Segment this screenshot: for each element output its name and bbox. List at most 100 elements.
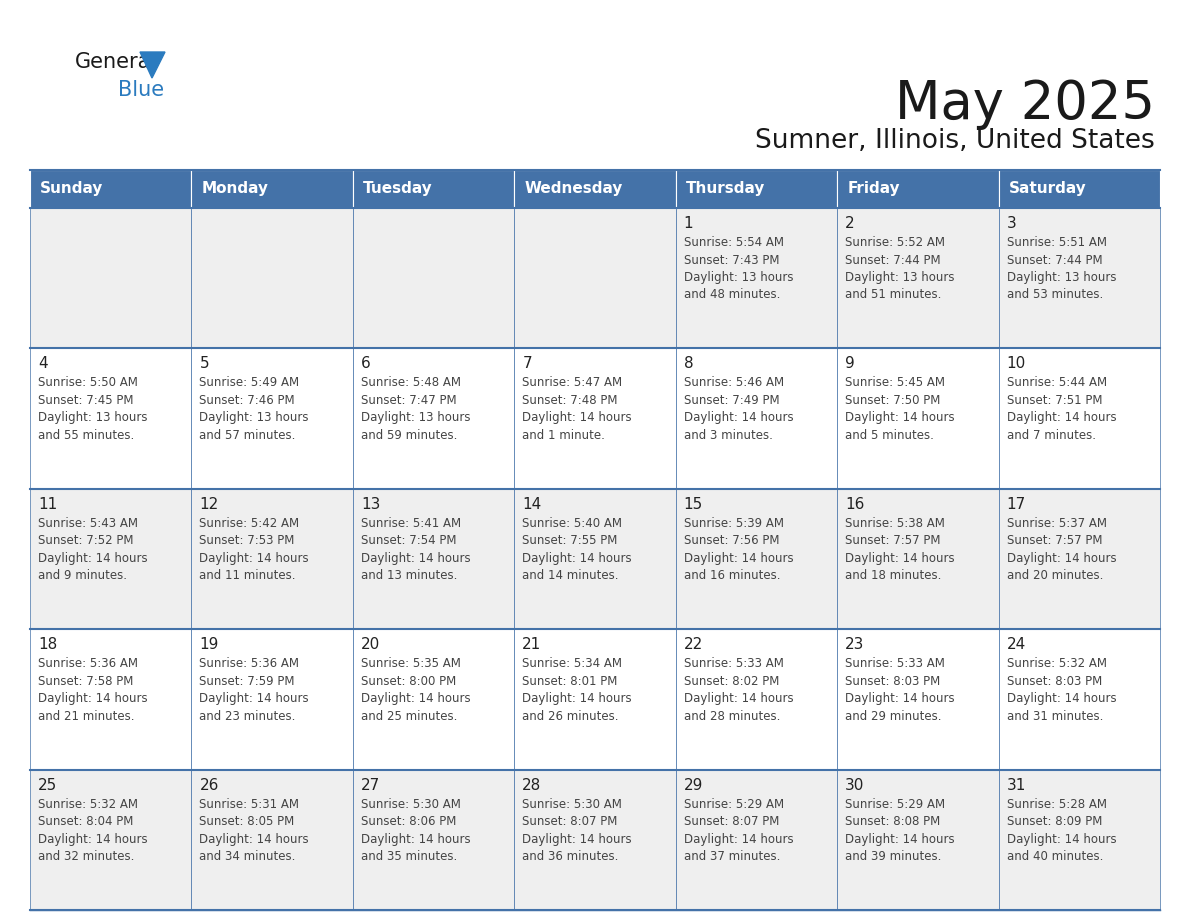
Text: Blue: Blue [118,80,164,100]
Bar [676,170,838,208]
Text: 27: 27 [361,778,380,792]
Text: 22: 22 [684,637,703,652]
Text: and 32 minutes.: and 32 minutes. [38,850,134,863]
Text: and 51 minutes.: and 51 minutes. [845,288,942,301]
Text: Sunrise: 5:47 AM: Sunrise: 5:47 AM [523,376,623,389]
Text: 4: 4 [38,356,48,372]
Text: Sunrise: 5:48 AM: Sunrise: 5:48 AM [361,376,461,389]
Text: 1: 1 [684,216,694,231]
Text: Sunrise: 5:30 AM: Sunrise: 5:30 AM [523,798,623,811]
Bar [999,488,1159,629]
Text: 9: 9 [845,356,855,372]
Bar [191,488,353,629]
Text: Sunset: 8:00 PM: Sunset: 8:00 PM [361,675,456,688]
Text: Sunset: 8:09 PM: Sunset: 8:09 PM [1006,815,1102,828]
Text: Sunrise: 5:51 AM: Sunrise: 5:51 AM [1006,236,1106,249]
Text: Sunset: 7:55 PM: Sunset: 7:55 PM [523,534,618,547]
Text: Sunset: 7:56 PM: Sunset: 7:56 PM [684,534,779,547]
Bar [676,629,838,769]
Text: Daylight: 14 hours: Daylight: 14 hours [845,552,955,565]
Text: Sunset: 8:06 PM: Sunset: 8:06 PM [361,815,456,828]
Text: Sunrise: 5:41 AM: Sunrise: 5:41 AM [361,517,461,530]
Text: 2: 2 [845,216,855,231]
Text: Sunset: 7:53 PM: Sunset: 7:53 PM [200,534,295,547]
Text: 3: 3 [1006,216,1016,231]
Text: and 40 minutes.: and 40 minutes. [1006,850,1102,863]
Bar [353,208,514,349]
Text: Daylight: 14 hours: Daylight: 14 hours [200,552,309,565]
Bar [191,208,353,349]
Text: Daylight: 13 hours: Daylight: 13 hours [684,271,794,284]
Text: Thursday: Thursday [685,182,765,196]
Text: Sunrise: 5:46 AM: Sunrise: 5:46 AM [684,376,784,389]
Text: Sunset: 8:01 PM: Sunset: 8:01 PM [523,675,618,688]
Text: 11: 11 [38,497,57,512]
Text: Sunrise: 5:32 AM: Sunrise: 5:32 AM [38,798,138,811]
Bar [191,170,353,208]
Text: Daylight: 14 hours: Daylight: 14 hours [523,552,632,565]
Bar [30,170,191,208]
Bar [838,488,999,629]
Text: Sunrise: 5:38 AM: Sunrise: 5:38 AM [845,517,944,530]
Text: Sunset: 7:57 PM: Sunset: 7:57 PM [845,534,941,547]
Text: Sunrise: 5:36 AM: Sunrise: 5:36 AM [200,657,299,670]
Text: Sunset: 7:49 PM: Sunset: 7:49 PM [684,394,779,407]
Text: Sunrise: 5:49 AM: Sunrise: 5:49 AM [200,376,299,389]
Text: Sunrise: 5:50 AM: Sunrise: 5:50 AM [38,376,138,389]
Text: Monday: Monday [202,182,268,196]
Text: Sunrise: 5:33 AM: Sunrise: 5:33 AM [845,657,944,670]
Text: 8: 8 [684,356,694,372]
Text: 24: 24 [1006,637,1025,652]
Text: Sunset: 8:08 PM: Sunset: 8:08 PM [845,815,941,828]
Bar [191,769,353,910]
Text: Sunset: 7:59 PM: Sunset: 7:59 PM [200,675,295,688]
Text: Sunrise: 5:36 AM: Sunrise: 5:36 AM [38,657,138,670]
Text: and 11 minutes.: and 11 minutes. [200,569,296,582]
Text: and 9 minutes.: and 9 minutes. [38,569,127,582]
Bar [30,488,191,629]
Bar [30,629,191,769]
Text: Daylight: 14 hours: Daylight: 14 hours [1006,411,1117,424]
Text: 10: 10 [1006,356,1025,372]
Text: Sunrise: 5:29 AM: Sunrise: 5:29 AM [684,798,784,811]
Bar [838,170,999,208]
Text: Sunset: 7:48 PM: Sunset: 7:48 PM [523,394,618,407]
Bar [30,769,191,910]
Text: 30: 30 [845,778,865,792]
Bar [353,170,514,208]
Text: Sunrise: 5:32 AM: Sunrise: 5:32 AM [1006,657,1106,670]
Text: Saturday: Saturday [1009,182,1086,196]
Text: 7: 7 [523,356,532,372]
Text: Sunrise: 5:31 AM: Sunrise: 5:31 AM [200,798,299,811]
Text: and 55 minutes.: and 55 minutes. [38,429,134,442]
Text: and 5 minutes.: and 5 minutes. [845,429,934,442]
Bar [191,629,353,769]
Bar [353,488,514,629]
Text: Daylight: 14 hours: Daylight: 14 hours [684,833,794,845]
Text: Sunset: 7:50 PM: Sunset: 7:50 PM [845,394,941,407]
Text: Sunrise: 5:54 AM: Sunrise: 5:54 AM [684,236,784,249]
Text: Daylight: 14 hours: Daylight: 14 hours [684,552,794,565]
Text: 6: 6 [361,356,371,372]
Text: Daylight: 14 hours: Daylight: 14 hours [200,833,309,845]
Text: May 2025: May 2025 [895,78,1155,130]
Text: Daylight: 14 hours: Daylight: 14 hours [845,692,955,705]
Text: Daylight: 14 hours: Daylight: 14 hours [523,411,632,424]
Text: and 57 minutes.: and 57 minutes. [200,429,296,442]
Bar [514,170,676,208]
Text: Daylight: 14 hours: Daylight: 14 hours [38,692,147,705]
Text: 19: 19 [200,637,219,652]
Text: Sunset: 7:54 PM: Sunset: 7:54 PM [361,534,456,547]
Text: and 31 minutes.: and 31 minutes. [1006,710,1102,722]
Text: Daylight: 14 hours: Daylight: 14 hours [523,692,632,705]
Text: and 34 minutes.: and 34 minutes. [200,850,296,863]
Text: Sunset: 8:07 PM: Sunset: 8:07 PM [684,815,779,828]
Bar [838,629,999,769]
Text: 29: 29 [684,778,703,792]
Text: 31: 31 [1006,778,1026,792]
Bar [676,349,838,488]
Text: and 36 minutes.: and 36 minutes. [523,850,619,863]
Text: and 20 minutes.: and 20 minutes. [1006,569,1102,582]
Bar [514,349,676,488]
Text: 20: 20 [361,637,380,652]
